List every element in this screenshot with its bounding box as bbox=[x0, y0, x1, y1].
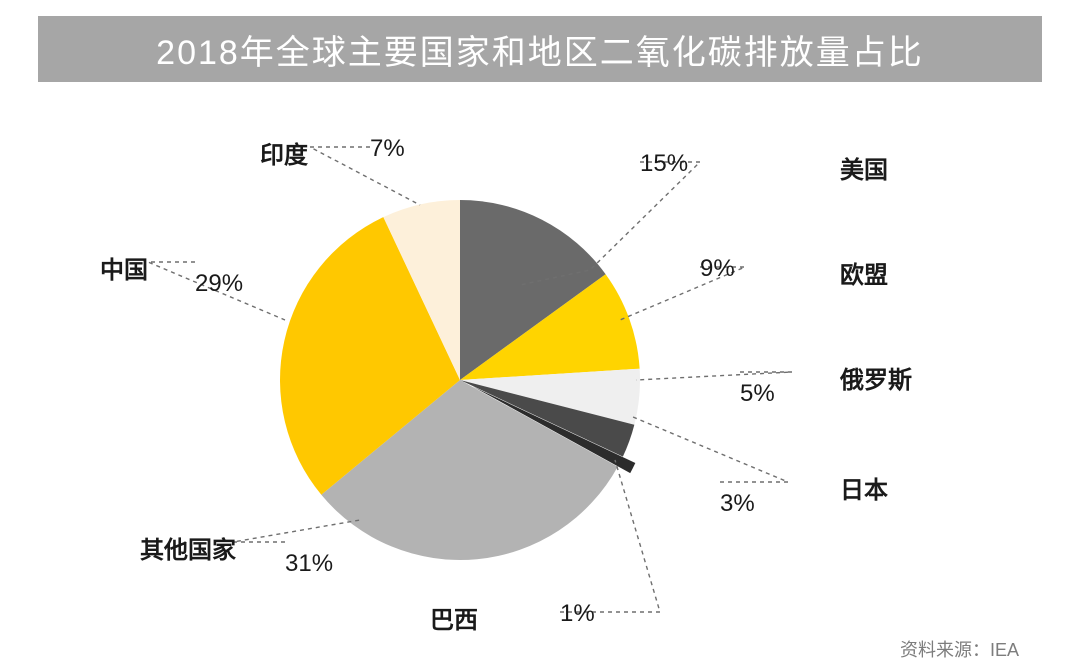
source-note: 资料来源：IEA bbox=[900, 636, 1019, 662]
pie-chart: 美国 15% 欧盟 9% 俄罗斯 5% 日本 3% 巴西 1% 其他国家 31% 中国 29% 印度 7% 资料… bbox=[0, 82, 1080, 672]
slice-label: 印度 bbox=[260, 135, 308, 170]
slice-label: 日本 bbox=[840, 470, 888, 505]
slice-percent: 3% bbox=[720, 490, 755, 518]
slice-percent: 15% bbox=[640, 150, 688, 178]
leader-line bbox=[233, 520, 360, 542]
slice-percent: 29% bbox=[195, 270, 243, 298]
slice-percent: 7% bbox=[370, 135, 405, 163]
slice-label: 欧盟 bbox=[840, 255, 888, 290]
leader-line bbox=[633, 417, 788, 482]
slice-label: 其他国家 bbox=[140, 530, 236, 565]
slice-percent: 5% bbox=[740, 380, 775, 408]
slice-label: 美国 bbox=[840, 150, 888, 185]
slice-label: 俄罗斯 bbox=[840, 360, 912, 395]
slice-percent: 1% bbox=[560, 600, 595, 628]
leader-line bbox=[636, 372, 792, 380]
slice-percent: 9% bbox=[700, 255, 735, 283]
slice-percent: 31% bbox=[285, 550, 333, 578]
slice-label: 中国 bbox=[100, 250, 148, 285]
slice-label: 巴西 bbox=[430, 600, 478, 635]
